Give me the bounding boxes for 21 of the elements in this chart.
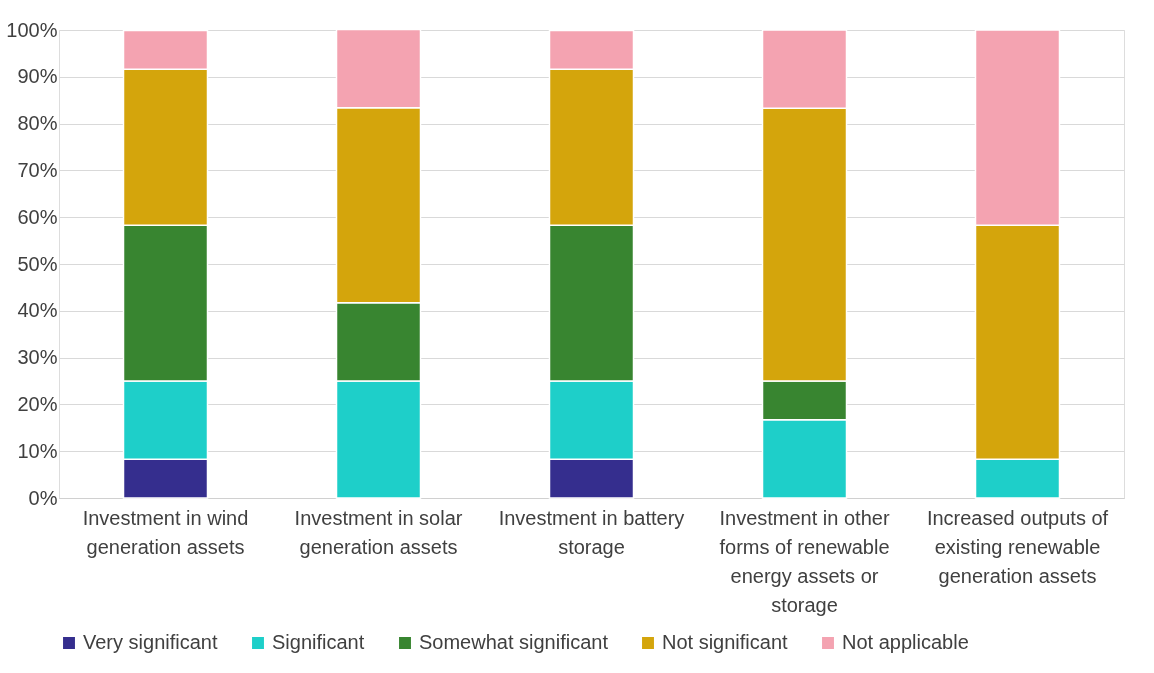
x-tick-label: Investment in solar generation assets <box>294 506 463 558</box>
legend-label: Significant <box>272 631 365 653</box>
y-tick-label: 20% <box>17 392 58 415</box>
legend-label: Very significant <box>83 631 218 653</box>
y-tick-label: 70% <box>17 158 58 181</box>
x-tick-label: Investment in battery storage <box>498 506 685 558</box>
legend-label: Not applicable <box>842 631 969 653</box>
y-tick-label: 10% <box>17 439 58 462</box>
y-tick-label: 40% <box>17 299 58 322</box>
y-tick-label: 30% <box>17 346 58 369</box>
legend-label: Not significant <box>662 631 789 653</box>
x-tick-label: Investment in other forms of renewable energy assets or storage <box>719 506 890 616</box>
y-tick-label: 50% <box>17 252 58 275</box>
x-tick-label: Increased outputs of existing renewable generation assets <box>926 506 1109 587</box>
y-tick-label: 80% <box>17 112 58 135</box>
y-tick-label: 0% <box>28 486 58 509</box>
x-tick-label: Investment in wind generation assets <box>82 506 249 558</box>
legend-label: Somewhat significant <box>419 631 609 653</box>
y-tick-label: 100% <box>6 18 58 41</box>
y-tick-label: 90% <box>17 65 58 88</box>
y-tick-label: 60% <box>17 205 58 228</box>
